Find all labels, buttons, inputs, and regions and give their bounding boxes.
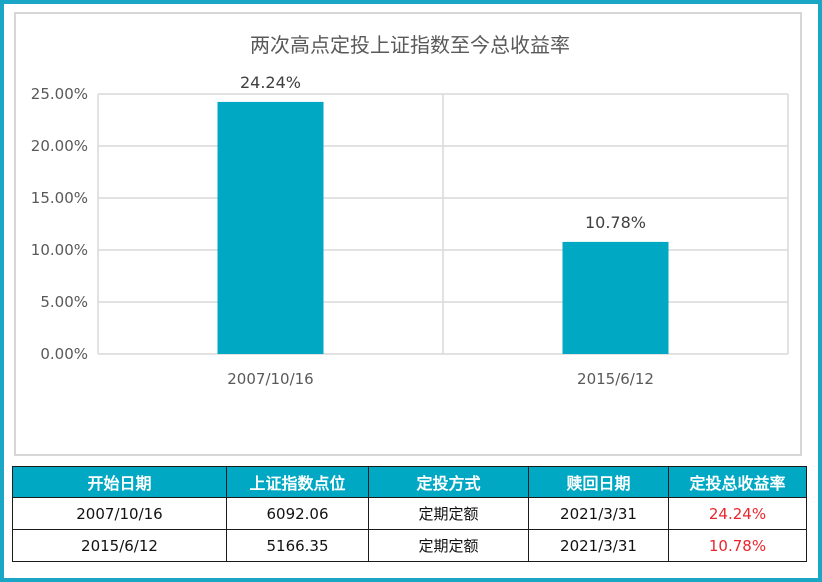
header-total-return: 定投总收益率 <box>668 466 807 498</box>
y-tick-label: 20.00% <box>31 137 88 155</box>
chart-panel: 两次高点定投上证指数至今总收益率 0.00% 5.00% 10.00% 15.00% 2… <box>14 12 802 456</box>
bar-chart: 两次高点定投上证指数至今总收益率 0.00% 5.00% 10.00% 15.00% 2… <box>31 33 789 388</box>
cell-total-return: 24.24% <box>668 497 807 530</box>
y-tick-label: 0.00% <box>40 345 88 363</box>
x-category-label: 2007/10/16 <box>227 370 313 388</box>
cell-start-date: 2007/10/16 <box>12 497 227 530</box>
y-tick-label: 15.00% <box>31 189 88 207</box>
header-index-level: 上证指数点位 <box>226 466 369 498</box>
y-tick-label: 25.00% <box>31 85 88 103</box>
y-tick-label: 5.00% <box>40 293 88 311</box>
bar-value-label: 24.24% <box>240 73 301 92</box>
table-row: 2015/6/12 5166.35 定期定额 2021/3/31 10.78% <box>12 529 807 562</box>
chart-title: 两次高点定投上证指数至今总收益率 <box>250 33 570 57</box>
table-header-row: 开始日期 上证指数点位 定投方式 赎回日期 定投总收益率 <box>12 466 807 498</box>
summary-table: 开始日期 上证指数点位 定投方式 赎回日期 定投总收益率 2007/10/16 … <box>12 466 807 562</box>
cell-method: 定期定额 <box>368 529 529 562</box>
cell-index-level: 6092.06 <box>226 497 369 530</box>
header-method: 定投方式 <box>368 466 529 498</box>
cell-method: 定期定额 <box>368 497 529 530</box>
x-category-label: 2015/6/12 <box>577 370 654 388</box>
header-redeem-date: 赎回日期 <box>528 466 669 498</box>
table-row: 2007/10/16 6092.06 定期定额 2021/3/31 24.24% <box>12 497 807 530</box>
cell-redeem-date: 2021/3/31 <box>528 529 669 562</box>
cell-index-level: 5166.35 <box>226 529 369 562</box>
bar <box>217 101 324 355</box>
y-tick-label: 10.00% <box>31 241 88 259</box>
bar-value-label: 10.78% <box>585 213 646 232</box>
cell-redeem-date: 2021/3/31 <box>528 497 669 530</box>
header-start-date: 开始日期 <box>12 466 227 498</box>
bar <box>562 241 669 354</box>
cell-start-date: 2015/6/12 <box>12 529 227 562</box>
cell-total-return: 10.78% <box>668 529 807 562</box>
